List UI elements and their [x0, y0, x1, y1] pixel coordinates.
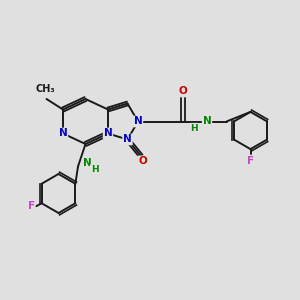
Text: H: H — [190, 124, 198, 133]
Text: N: N — [134, 116, 142, 127]
Text: F: F — [28, 201, 35, 211]
Text: CH₃: CH₃ — [35, 84, 55, 94]
Text: N: N — [202, 116, 211, 127]
Text: F: F — [247, 155, 254, 166]
Text: H: H — [91, 165, 98, 174]
Text: O: O — [138, 156, 147, 167]
Text: O: O — [178, 86, 188, 97]
Text: N: N — [82, 158, 91, 169]
Text: N: N — [103, 128, 112, 139]
Text: N: N — [58, 128, 68, 139]
Text: N: N — [123, 134, 132, 145]
